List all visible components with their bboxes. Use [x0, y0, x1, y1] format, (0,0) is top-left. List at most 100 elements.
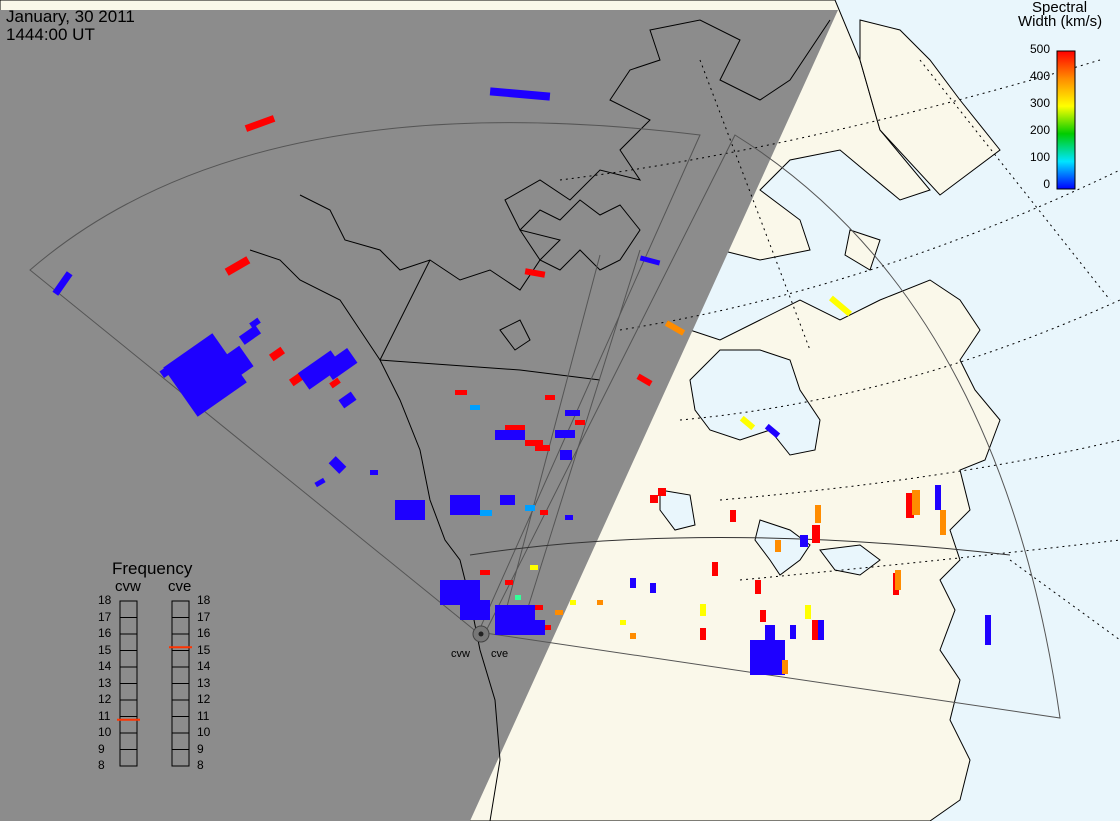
echo-cell	[322, 348, 358, 380]
echo-cell	[520, 620, 545, 635]
echo-cell	[815, 505, 821, 523]
radar-label-cve: cve	[491, 648, 509, 660]
colorbar-tick-400: 400	[1029, 69, 1050, 83]
echo-cell	[540, 510, 548, 515]
echo-cell	[750, 640, 785, 675]
echo-cell	[812, 620, 818, 640]
frequency-label-left: 12	[98, 692, 112, 706]
echo-cell	[525, 505, 535, 511]
great-lakes	[659, 489, 881, 576]
echo-cell	[650, 495, 658, 503]
echo-cell	[535, 445, 550, 451]
frequency-label-left: 10	[98, 725, 112, 739]
frequency-label-right: 12	[197, 692, 211, 706]
echo-cell	[524, 268, 546, 278]
echo-cell	[495, 430, 525, 440]
echo-cell	[620, 620, 626, 625]
frequency-label-right: 17	[197, 609, 211, 624]
echo-cell	[812, 525, 820, 543]
radar-label-cvw: cvw	[451, 648, 470, 660]
echo-cell	[370, 470, 378, 475]
echo-cell	[985, 615, 991, 645]
frequency-label-left: 17	[98, 609, 112, 624]
frequency-ladders	[117, 600, 192, 767]
echo-cell	[238, 325, 262, 345]
spectral-width-colorbar	[1056, 50, 1076, 190]
echo-cell	[912, 490, 920, 515]
frequency-label-right: 9	[197, 741, 204, 756]
echo-cell	[244, 115, 276, 132]
echo-cell	[906, 493, 914, 518]
frequency-label-right: 15	[197, 642, 211, 657]
echo-cell	[755, 580, 761, 594]
echo-cell	[712, 562, 718, 576]
frequency-label-right: 14	[197, 659, 211, 673]
echo-cell	[895, 570, 901, 590]
echo-cell	[545, 625, 551, 630]
frequency-label-left: 15	[98, 642, 112, 657]
echo-cell	[52, 271, 73, 296]
echo-cell	[489, 87, 551, 101]
cve-fov	[484, 134, 1061, 719]
colorbar-tick-0: 0	[1043, 177, 1050, 191]
echo-cell	[460, 600, 490, 620]
echo-cell	[782, 660, 788, 674]
echo-cell	[555, 610, 563, 615]
echo-cell	[800, 535, 808, 547]
frequency-label-left: 11	[98, 708, 111, 723]
echo-cell	[444, 593, 458, 603]
echo-cell	[249, 317, 261, 329]
echo-cell	[555, 430, 575, 438]
echo-cell	[545, 395, 555, 400]
echo-cell	[790, 625, 796, 639]
date-label: January, 30 2011	[6, 7, 135, 26]
echo-cell	[525, 440, 543, 446]
echo-cell	[940, 510, 946, 535]
frequency-col-cvw: cvw	[115, 578, 141, 595]
echo-cell	[760, 610, 766, 622]
night-coastlines	[249, 19, 831, 821]
cvw-fov	[29, 122, 701, 634]
echo-cell	[338, 391, 357, 409]
echo-cell	[575, 420, 585, 425]
colorbar-tick-200: 200	[1029, 123, 1050, 137]
echo-cell	[535, 605, 543, 610]
echo-cell	[470, 405, 480, 410]
colorbar-tick-100: 100	[1029, 150, 1050, 164]
echo-cell	[530, 565, 538, 570]
frequency-label-right: 16	[197, 626, 211, 640]
echo-cell	[500, 495, 515, 505]
echo-cell	[700, 628, 706, 640]
colorbar-title-line1: Spectral	[1032, 0, 1088, 16]
frequency-label-right: 8	[197, 758, 204, 772]
echo-cell	[764, 423, 781, 439]
echo-cell	[480, 510, 492, 516]
echo-cell	[775, 540, 781, 552]
echo-cell	[739, 415, 756, 431]
echo-cell	[597, 600, 603, 605]
island-a	[844, 229, 881, 271]
echo-cell	[664, 320, 686, 336]
echo-cell	[505, 425, 525, 430]
echo-cell	[480, 570, 490, 575]
echo-cell	[505, 580, 513, 585]
echo-cell	[395, 500, 425, 520]
hudson-bay	[689, 349, 821, 456]
frequency-label-left: 14	[98, 659, 112, 673]
greenland-land	[859, 19, 1001, 196]
echo-cell	[650, 583, 656, 593]
frequency-label-left: 16	[98, 626, 112, 640]
frequency-label-right: 13	[197, 675, 211, 690]
echo-cell	[570, 600, 576, 605]
frequency-label-left: 13	[98, 675, 112, 690]
frequency-label-left: 9	[98, 741, 105, 756]
echo-cell	[805, 605, 811, 619]
frequency-label-right: 18	[197, 593, 211, 607]
echo-cell	[639, 255, 661, 266]
echo-cell	[314, 477, 326, 488]
fov-outlines	[29, 122, 1061, 719]
frequency-label-left: 18	[98, 593, 112, 607]
echo-cell	[163, 333, 247, 417]
